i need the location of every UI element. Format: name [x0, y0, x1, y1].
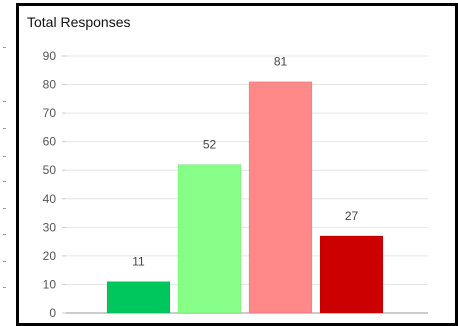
y-tick-label: 40	[43, 192, 57, 206]
y-tick-label: 90	[43, 49, 57, 63]
bar	[248, 81, 313, 314]
bar-chart: 0 10 20 30 40 50 60 70 80 90 11 52 81 27	[43, 49, 428, 320]
chart-panel: Total Responses 0 10 20 30 40 50 60 70 80 90 11 52 8…	[16, 3, 458, 326]
bar	[177, 164, 242, 314]
y-tick-label: 80	[43, 78, 57, 92]
bar-data-label: 81	[274, 55, 288, 69]
bar	[319, 235, 384, 314]
y-tick-label: 20	[43, 249, 57, 263]
y-tick-label: 70	[43, 106, 57, 120]
bar-data-label: 52	[203, 138, 217, 152]
bar-data-label: 11	[132, 255, 145, 269]
left-edge-ticks	[0, 0, 16, 324]
y-tick-label: 30	[43, 220, 57, 234]
bar	[106, 281, 171, 314]
y-tick-label: 10	[43, 277, 57, 291]
chart-title: Total Responses	[27, 14, 131, 30]
y-tick-label: 50	[43, 163, 57, 177]
y-tick-label: 60	[43, 135, 57, 149]
y-tick-label: 0	[49, 306, 56, 320]
bar-data-label: 27	[345, 209, 359, 223]
